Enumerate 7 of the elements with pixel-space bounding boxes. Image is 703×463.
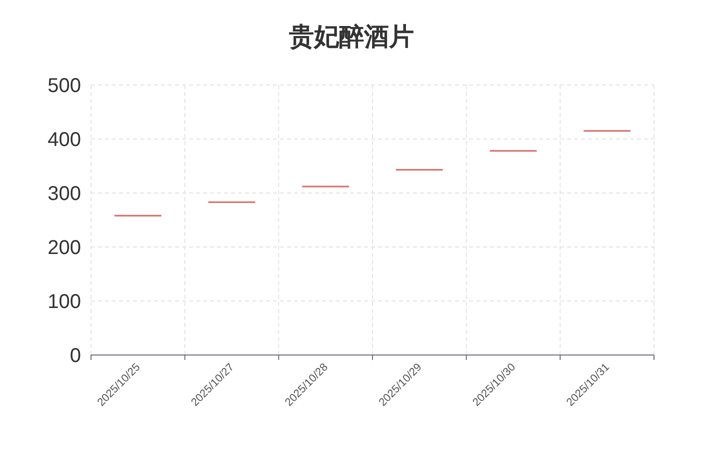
y-tick-label: 300 [48,183,81,205]
chart-title: 贵妃醉酒片 [288,23,414,51]
y-tick-label: 200 [48,237,81,259]
y-tick-label: 0 [70,345,81,367]
y-tick-label: 100 [48,291,81,313]
y-tick-label: 400 [48,129,81,151]
y-tick-label: 500 [48,75,81,97]
